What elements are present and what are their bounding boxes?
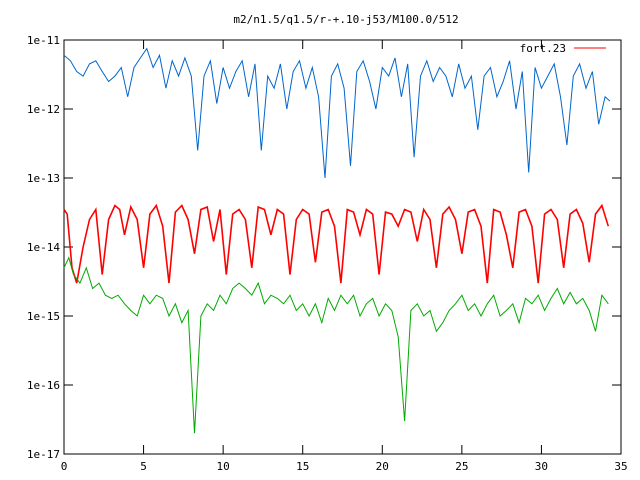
series-line-2 (63, 256, 609, 434)
y-tick-label: 1e-12 (27, 103, 60, 116)
x-tick-label: 15 (296, 460, 309, 473)
x-tick-label: 10 (217, 460, 230, 473)
y-tick-label: 1e-14 (27, 241, 60, 254)
x-tick-label: 0 (61, 460, 68, 473)
y-tick-label: 1e-11 (27, 34, 60, 47)
x-axis: 0 5 10 15 20 25 30 35 (61, 40, 628, 473)
x-tick-label: 35 (614, 460, 627, 473)
series-layer (63, 47, 611, 434)
y-tick-label: 1e-16 (27, 379, 60, 392)
x-tick-label: 20 (376, 460, 389, 473)
y-axis: 1e-17 1e-16 1e-15 1e-14 1e-13 1e-12 1e-11 (27, 34, 621, 461)
x-tick-label: 5 (140, 460, 147, 473)
legend-label: fort.23 (520, 42, 566, 55)
x-tick-label: 25 (455, 460, 468, 473)
series-line-0 (63, 203, 610, 284)
x-tick-label: 30 (535, 460, 548, 473)
y-tick-label: 1e-17 (27, 448, 60, 461)
plot-frame (63, 39, 622, 455)
y-tick-label: 1e-13 (27, 172, 60, 185)
legend: fort.23 (520, 42, 606, 55)
y-tick-label: 1e-15 (27, 310, 60, 323)
series-line-1 (63, 47, 611, 179)
chart-title: m2/n1.5/q1.5/r-+.10-j53/M100.0/512 (233, 13, 458, 26)
